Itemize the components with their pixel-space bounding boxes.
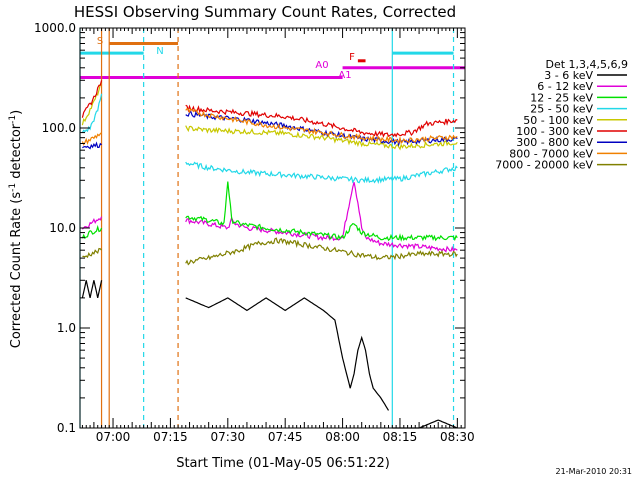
legend-label: 100 - 300 keV — [516, 125, 593, 138]
y-axis-label-sup1: -1 — [8, 183, 18, 192]
legend-label: 7000 - 20000 keV — [495, 159, 593, 172]
series-line — [185, 237, 458, 266]
y-tick-label: 0.1 — [57, 421, 76, 435]
y-tick-label: 100.0 — [42, 121, 76, 135]
y-tick-label: 1000.0 — [34, 21, 76, 35]
series-line — [185, 297, 390, 411]
series-line — [81, 132, 103, 146]
flag-label-a0: A0 — [315, 60, 328, 71]
plot-frame — [79, 27, 466, 429]
chart-title: HESSI Observing Summary Count Rates, Cor… — [74, 3, 456, 21]
x-tick-label: 08:00 — [325, 430, 360, 444]
mode-vlines — [79, 28, 455, 428]
series-line — [392, 419, 458, 429]
series-line — [185, 182, 458, 253]
series-line — [81, 80, 103, 118]
series-line — [81, 224, 103, 239]
flag-label-s: S — [97, 36, 103, 47]
x-tick-label: 08:30 — [440, 430, 475, 444]
y-axis-label-mid: detector — [9, 123, 24, 183]
legend-label: 25 - 50 keV — [530, 103, 593, 116]
series-line — [185, 161, 458, 184]
legend-label: 12 - 25 keV — [530, 91, 593, 104]
series-line — [185, 181, 458, 242]
y-tick-label: 1.0 — [57, 321, 76, 335]
legend-label: 3 - 6 keV — [544, 69, 593, 82]
series-line — [185, 125, 458, 151]
x-tick-label: 07:15 — [153, 430, 188, 444]
flag-label-n: N — [156, 46, 163, 57]
series-line — [81, 82, 103, 126]
series-line — [81, 216, 103, 230]
axes — [79, 27, 466, 429]
tick-labels: 1000.0 100.0 10.0 1.0 0.1 07:00 07:15 07:30 07:4… — [34, 21, 475, 444]
y-axis-label-sup2: -1 — [8, 115, 18, 124]
x-tick-label: 07:00 — [96, 430, 131, 444]
series-line — [81, 93, 103, 133]
y-axis-label: Corrected Count Rate (s-1 detector-1) — [8, 110, 24, 348]
flag-label-a1: A1 — [338, 70, 351, 81]
series-line — [185, 108, 458, 145]
legend-label: 300 - 800 keV — [516, 136, 593, 149]
legend-label: 6 - 12 keV — [537, 80, 593, 93]
x-axis-label: Start Time (01-May-05 06:51:22) — [176, 456, 390, 471]
legend-label: 50 - 100 keV — [523, 114, 593, 127]
x-tick-label: 07:45 — [268, 430, 303, 444]
footer-date: 21-Mar-2010 20:31 — [556, 467, 633, 476]
legend-title: Det 1,3,4,5,6,9 — [545, 58, 628, 71]
x-tick-label: 08:15 — [383, 430, 418, 444]
series-line — [82, 247, 103, 259]
x-tick-label: 07:30 — [211, 430, 246, 444]
y-axis-label-end: ) — [9, 110, 24, 115]
legend-label: 800 - 7000 keV — [509, 147, 593, 160]
y-tick-label: 10.0 — [49, 221, 76, 235]
flag-bars: S N A0 A1 F — [80, 36, 465, 81]
series-lines — [81, 80, 458, 429]
series-line — [82, 141, 102, 150]
y-axis-label-main: Corrected Count Rate (s — [9, 192, 24, 349]
series-line — [185, 104, 458, 138]
series-line — [81, 280, 103, 299]
flag-label-f: F — [349, 52, 355, 63]
